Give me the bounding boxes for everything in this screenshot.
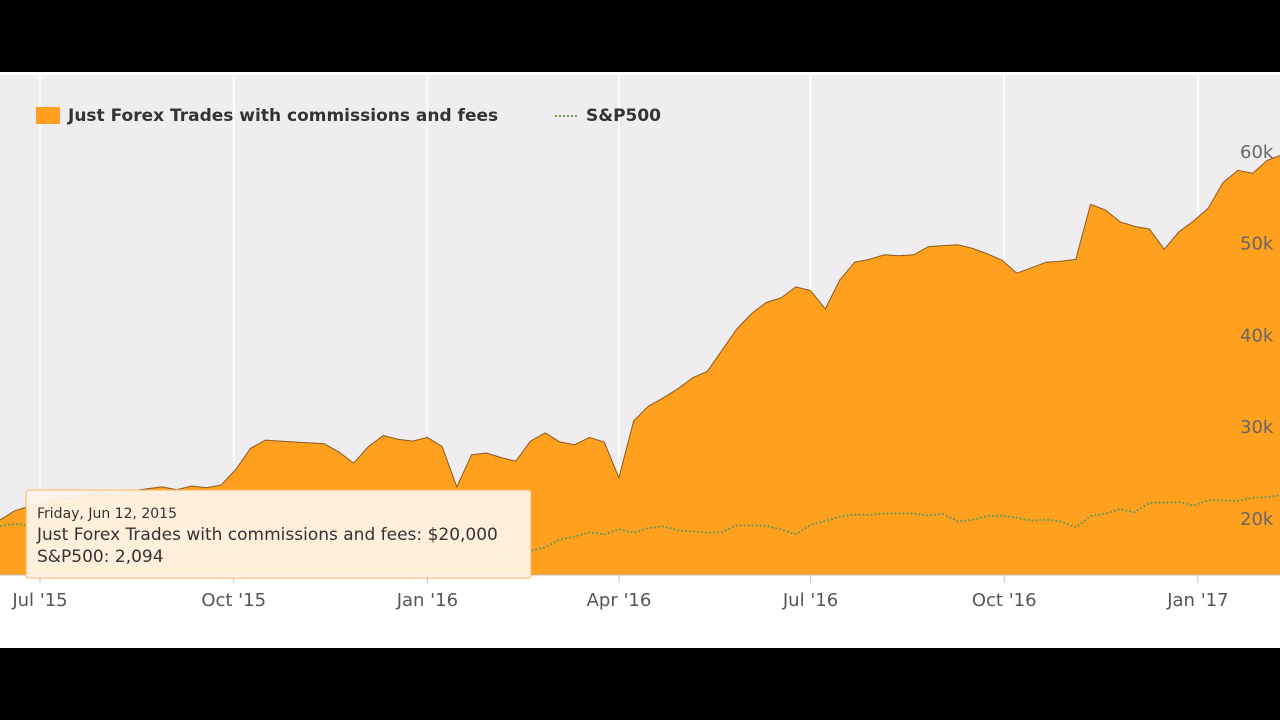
y-tick-label: 60k — [1240, 142, 1274, 163]
x-tick-label: Jul '15 — [11, 590, 67, 611]
tooltip-value: $20,000 — [428, 525, 498, 545]
x-tick-label: Jul '16 — [782, 590, 838, 611]
tooltip-value: 2,094 — [115, 547, 164, 567]
tooltip-title: Friday, Jun 12, 2015 — [37, 506, 177, 522]
tooltip-series: S&P500 — [37, 547, 104, 567]
area-edge — [0, 155, 1280, 521]
line-series — [0, 493, 1280, 560]
tooltip-line: Just Forex Trades with commissions and f… — [36, 525, 498, 545]
tooltip-box — [25, 489, 532, 579]
y-tick-label: 30k — [1240, 417, 1274, 438]
legend-symbol — [36, 107, 60, 124]
x-tick-label: Apr '16 — [587, 590, 652, 611]
x-tick-label: Jan '17 — [1166, 590, 1228, 611]
x-tick-label: Oct '15 — [201, 590, 266, 611]
axes: Jul '15 Oct '15 Jan '16 Apr '16 Jul '16 Oct '… — [0, 142, 1280, 611]
tooltip: Friday, Jun 12, 2015 Just Forex Trades w… — [25, 489, 532, 579]
y-tick-label: 20k — [1240, 509, 1274, 530]
tooltip-series: Just Forex Trades with commissions and f… — [36, 525, 417, 545]
marks — [0, 155, 1280, 575]
legend: Just Forex Trades with commissions and f… — [36, 106, 661, 126]
tooltip-line: S&P500: 2,094 — [37, 547, 164, 567]
legend-label[interactable]: S&P500 — [586, 106, 661, 126]
tooltip-separator: : — [104, 547, 115, 567]
x-tick-label: Jan '16 — [396, 590, 458, 611]
x-tick-label: Oct '16 — [972, 590, 1037, 611]
y-tick-label: 40k — [1240, 325, 1274, 346]
y-tick-label: 50k — [1240, 234, 1274, 255]
area-series — [0, 155, 1280, 575]
legend-label[interactable]: Just Forex Trades with commissions and f… — [67, 106, 498, 126]
tooltip-separator: : — [416, 525, 427, 545]
